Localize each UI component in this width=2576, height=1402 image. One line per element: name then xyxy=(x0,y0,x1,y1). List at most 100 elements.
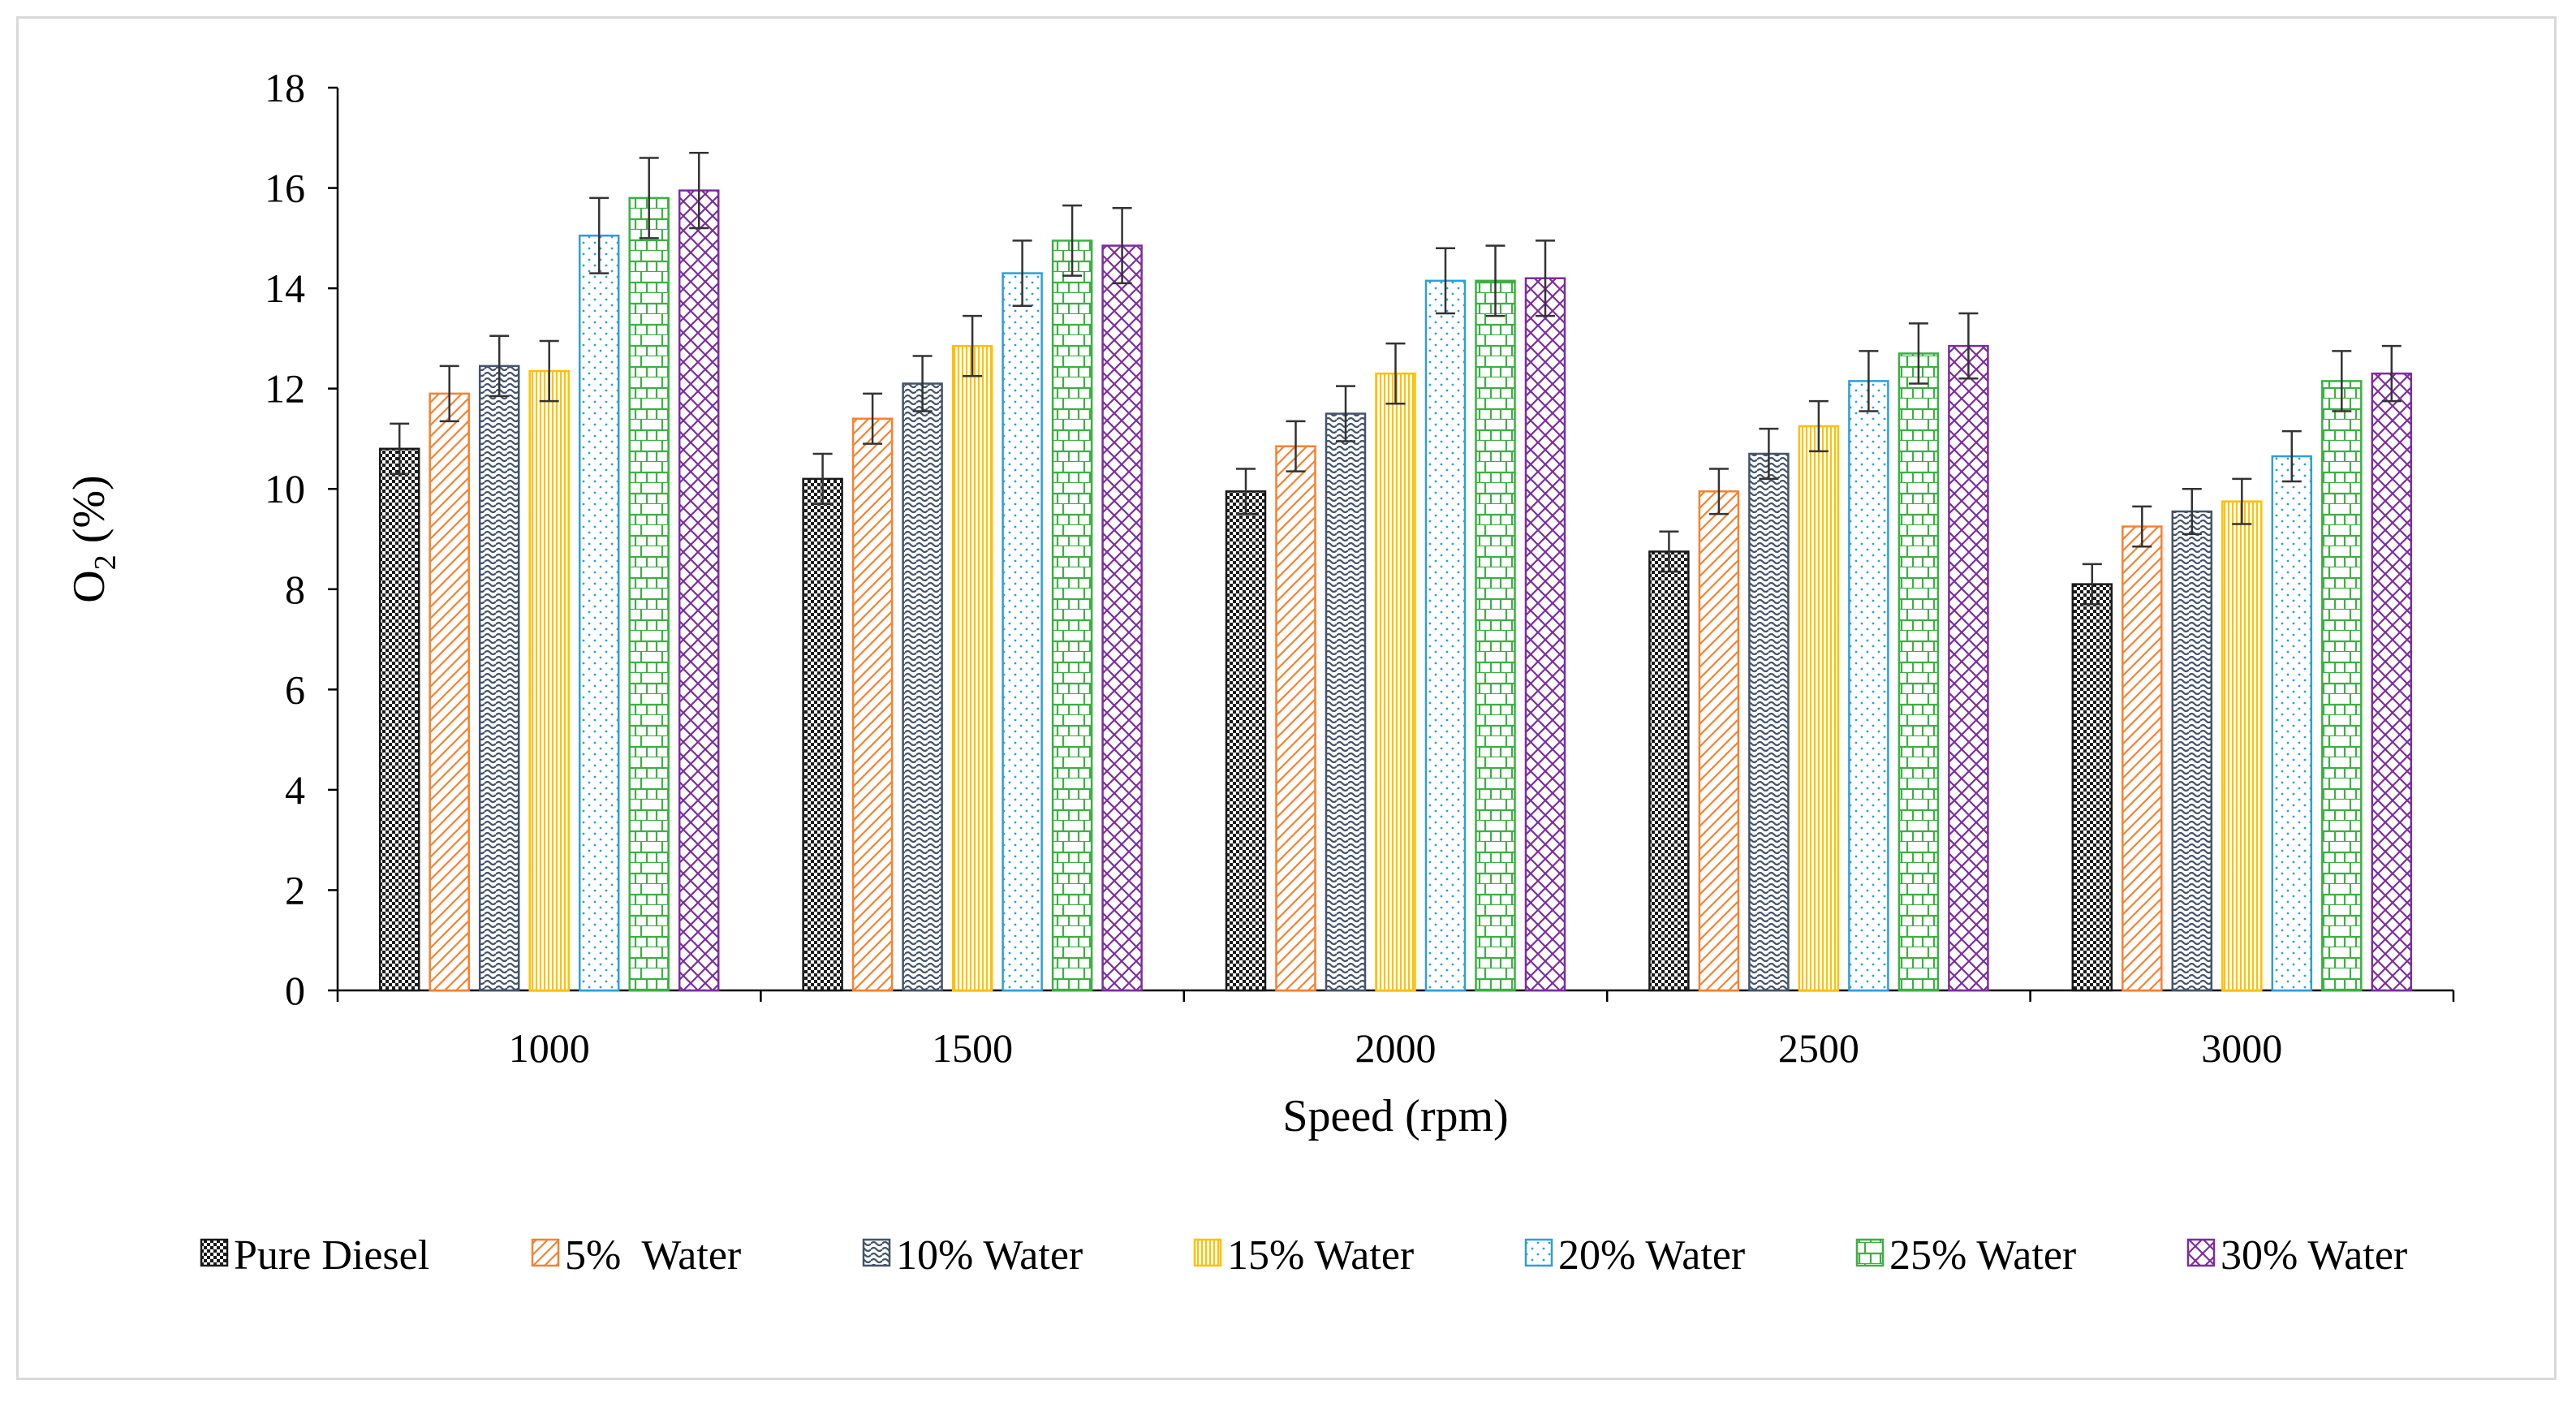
bar xyxy=(2371,372,2413,992)
y-tick-label: 4 xyxy=(285,767,305,813)
legend-swatch xyxy=(1524,1238,1553,1267)
x-tick-label: 1000 xyxy=(509,1025,590,1071)
bar xyxy=(1225,490,1267,992)
error-bar xyxy=(1485,244,1506,317)
bar xyxy=(2071,583,2113,992)
bar xyxy=(1848,380,1889,992)
chart-frame: 0 2 4 6 8 10 12 14 16 18 1000 1500 2000 2500 3000 Spe… xyxy=(16,16,2557,1380)
error-bar xyxy=(2132,505,2152,548)
legend-item: 15% Water xyxy=(1193,1232,1414,1279)
error-bar xyxy=(1062,204,1083,277)
bar xyxy=(378,447,420,992)
legend-swatch xyxy=(1193,1238,1222,1267)
y-axis-title-main: O xyxy=(64,570,114,602)
legend-label: Pure Diesel xyxy=(234,1232,429,1279)
bar xyxy=(2122,525,2163,992)
bar xyxy=(1275,445,1316,992)
error-bar xyxy=(2082,563,2102,606)
bar xyxy=(528,369,570,992)
bar xyxy=(628,196,670,992)
bar xyxy=(1002,272,1043,992)
bar xyxy=(1898,352,1940,992)
legend-label: 20% Water xyxy=(1558,1232,1745,1279)
legend-label: 5% Water xyxy=(565,1232,741,1279)
y-axis-title: O2 (%) xyxy=(64,475,123,602)
bar xyxy=(2271,455,2313,992)
bar xyxy=(1475,279,1516,992)
bar xyxy=(851,417,894,992)
error-bar xyxy=(390,422,410,475)
error-bar xyxy=(2281,429,2302,483)
error-bar xyxy=(639,157,659,239)
error-bar xyxy=(863,392,883,445)
y-axis-title-unit: (%) xyxy=(64,475,114,554)
error-bar xyxy=(2182,487,2202,536)
bar xyxy=(1101,244,1143,992)
x-tick-label: 3000 xyxy=(2201,1025,2282,1071)
y-tick-label: 0 xyxy=(285,968,305,1013)
error-bar xyxy=(2332,350,2352,412)
legend-item: 20% Water xyxy=(1524,1232,1745,1279)
error-bar xyxy=(1708,468,1729,516)
bar xyxy=(478,365,520,992)
bar xyxy=(578,234,620,992)
x-axis: 1000 1500 2000 2500 3000 xyxy=(336,989,2455,1071)
bar xyxy=(1698,490,1740,992)
x-tick-label: 1500 xyxy=(932,1025,1013,1071)
legend-swatch xyxy=(531,1238,560,1267)
bar xyxy=(429,392,470,992)
error-bar xyxy=(1808,399,1829,453)
legend-swatch xyxy=(1855,1238,1885,1267)
y-tick-label: 2 xyxy=(285,867,305,912)
legend-item: 30% Water xyxy=(2186,1232,2407,1279)
bar xyxy=(1325,412,1367,992)
chart: 0 2 4 6 8 10 12 14 16 18 1000 1500 2000 2500 3000 Spe… xyxy=(64,65,2455,1279)
bar xyxy=(1424,279,1467,992)
legend-swatch xyxy=(200,1238,229,1267)
bar xyxy=(2171,510,2213,992)
x-tick-label: 2500 xyxy=(1778,1025,1859,1071)
bar xyxy=(951,344,993,992)
bar xyxy=(1524,277,1566,992)
y-tick-label: 8 xyxy=(285,567,305,612)
error-bar xyxy=(1336,385,1355,442)
error-bar xyxy=(589,196,610,274)
legend-label: 10% Water xyxy=(896,1232,1083,1279)
y-tick-label: 16 xyxy=(265,166,305,211)
bar xyxy=(2221,500,2263,992)
legend: Pure Diesel 5% Water 10% Water 15% Water 20%… xyxy=(200,1232,2407,1279)
y-axis: 0 2 4 6 8 10 12 14 16 18 xyxy=(265,65,339,1013)
error-bar xyxy=(1286,420,1306,472)
y-tick-label: 10 xyxy=(265,466,305,511)
y-tick-label: 18 xyxy=(265,65,305,110)
error-bar xyxy=(2232,477,2252,525)
error-bar xyxy=(1908,322,1928,385)
error-bar xyxy=(1659,530,1679,573)
error-bar xyxy=(1112,207,1132,285)
bar xyxy=(1948,344,1989,992)
bar xyxy=(678,189,720,992)
bar xyxy=(1375,372,1416,992)
x-tick-label: 2000 xyxy=(1355,1025,1437,1071)
error-bar xyxy=(689,152,709,230)
error-bar xyxy=(2381,344,2402,403)
legend-item: 10% Water xyxy=(862,1232,1083,1279)
error-bar xyxy=(963,314,983,377)
error-bar xyxy=(1385,342,1406,405)
legend-swatch xyxy=(862,1238,891,1267)
bar xyxy=(1648,550,1690,992)
y-axis-title-subscript: 2 xyxy=(88,554,123,570)
error-bar xyxy=(1536,239,1555,317)
error-bar xyxy=(1759,427,1779,481)
error-bar xyxy=(489,334,510,398)
legend-label: 25% Water xyxy=(1889,1232,2076,1279)
error-bar xyxy=(439,365,459,423)
bar xyxy=(2321,380,2363,992)
bar xyxy=(1051,239,1093,992)
legend-item: 25% Water xyxy=(1855,1232,2076,1279)
error-bar xyxy=(1012,239,1032,307)
bar xyxy=(1748,452,1790,992)
error-bar xyxy=(812,452,833,506)
x-axis-title: Speed (rpm) xyxy=(1282,1091,1508,1141)
y-tick-label: 6 xyxy=(285,666,305,712)
